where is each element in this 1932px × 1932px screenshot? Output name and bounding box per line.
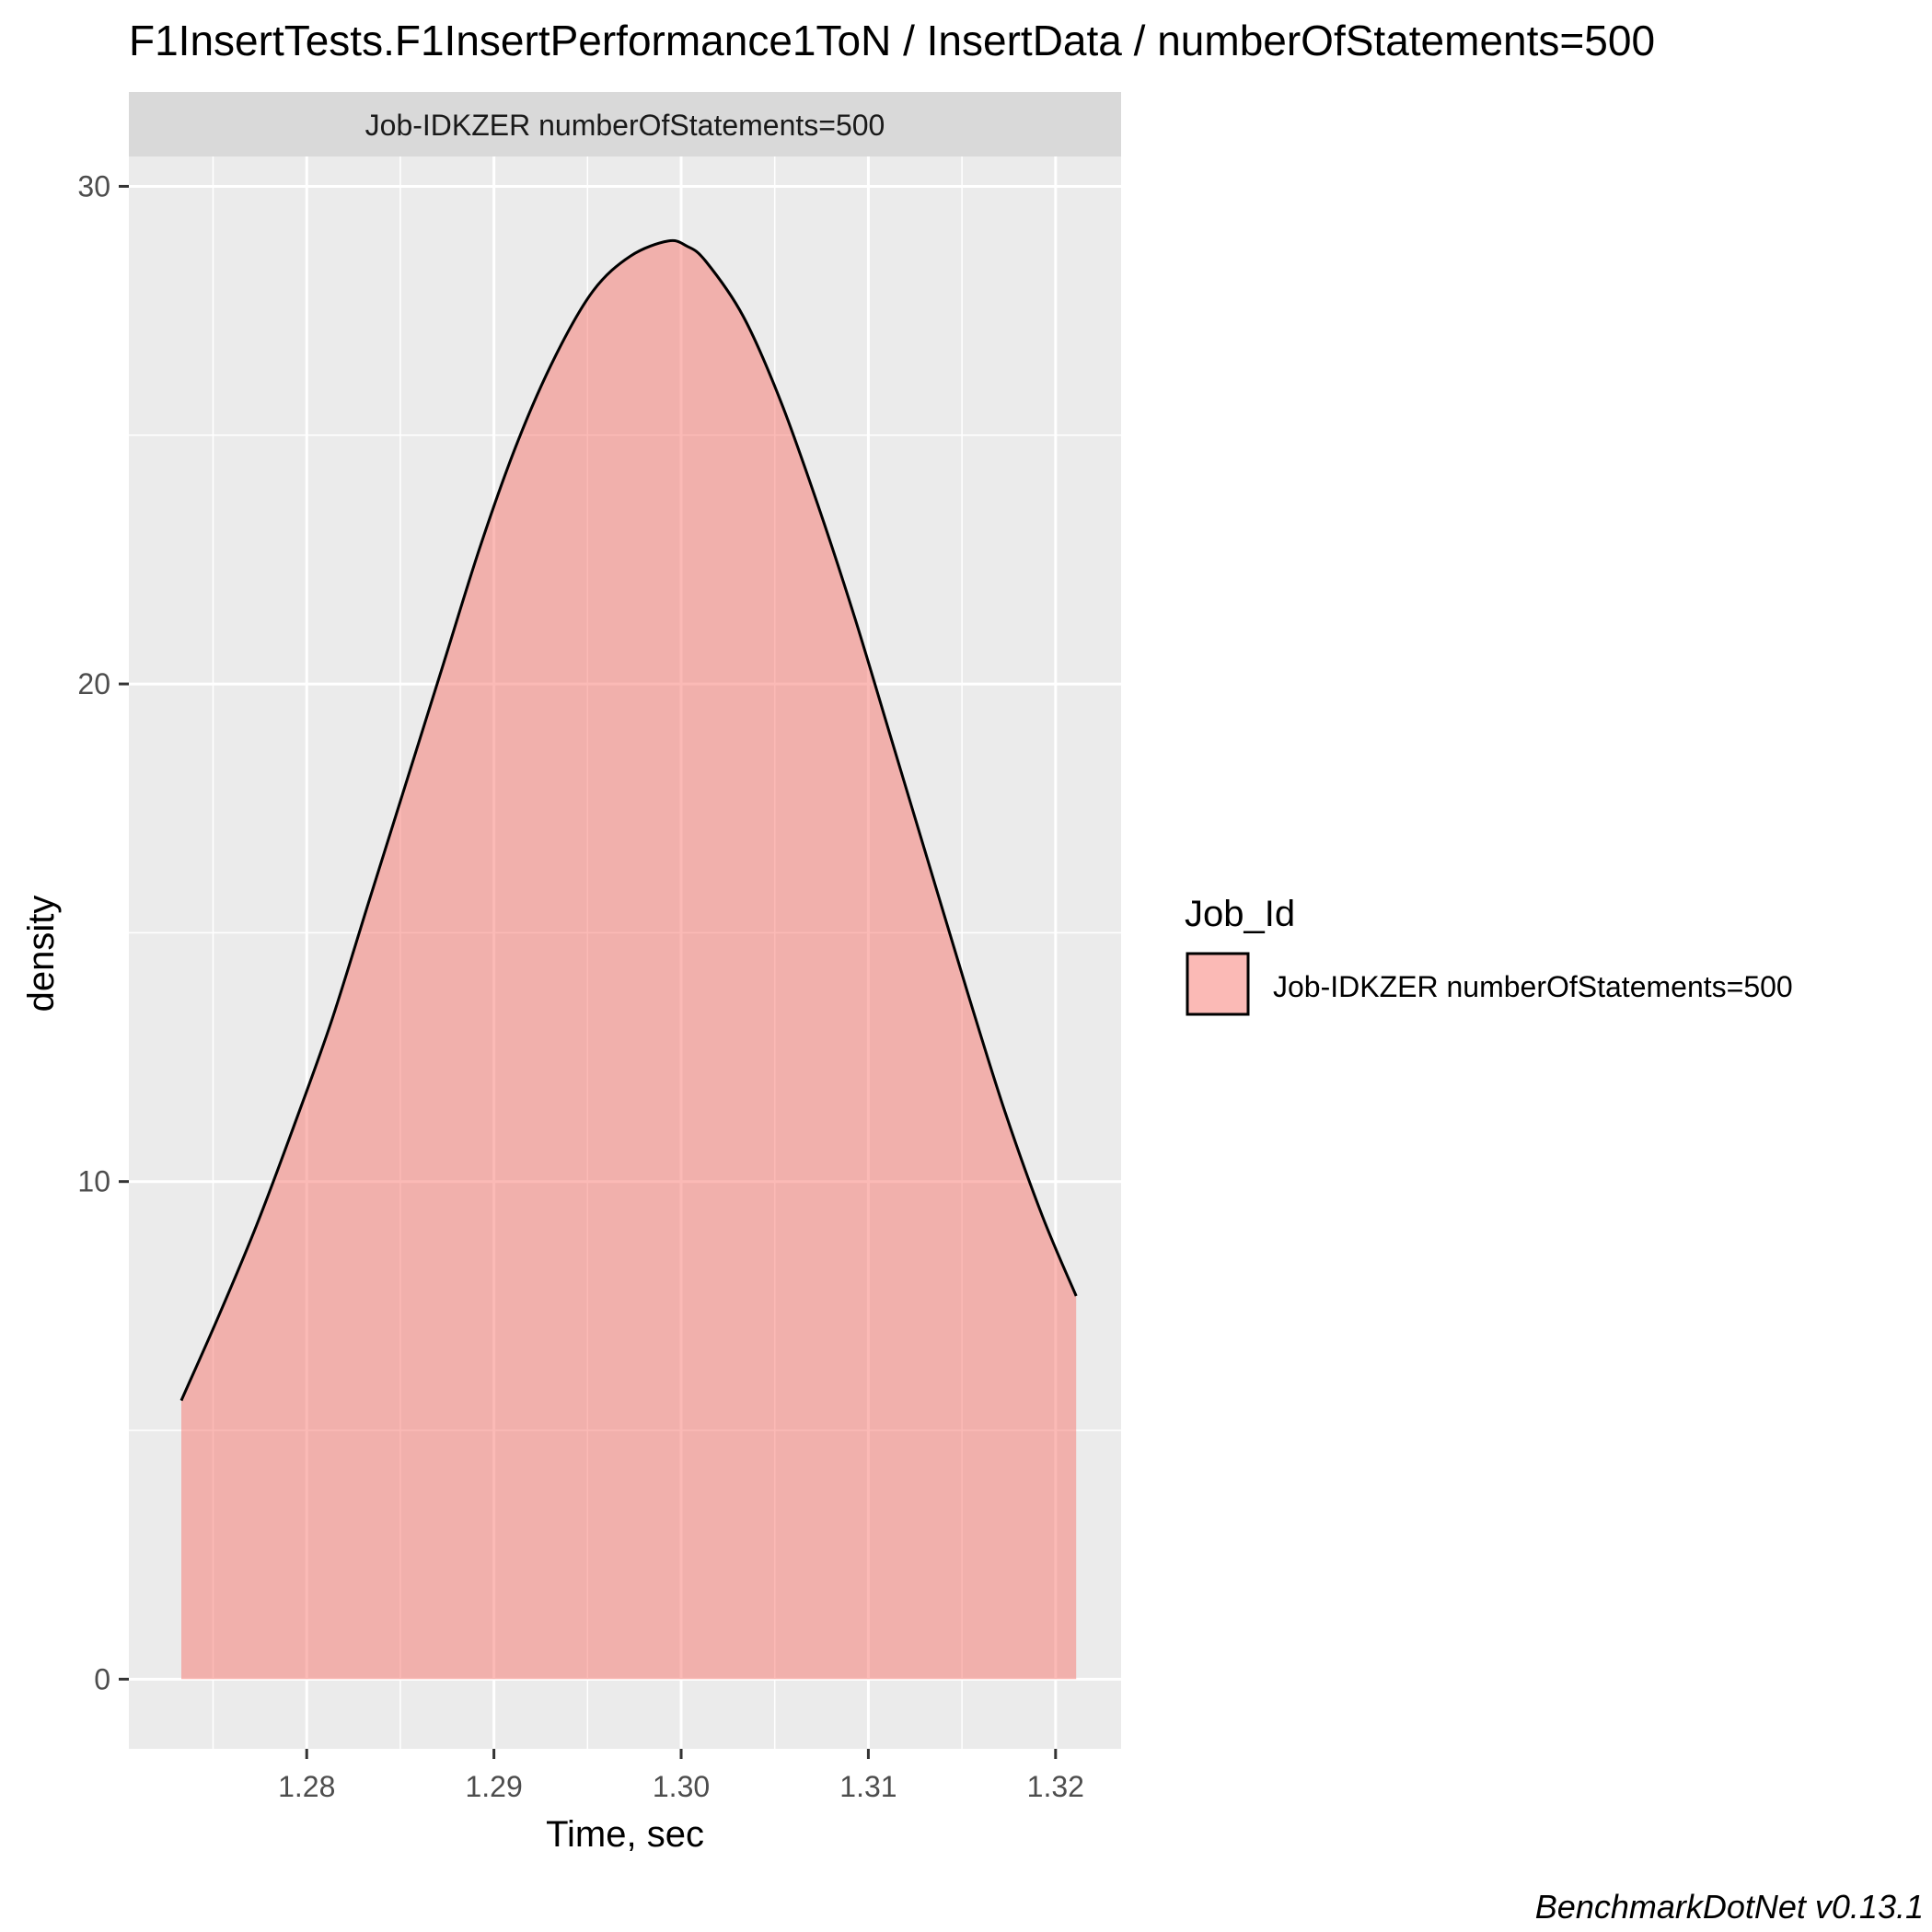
axes: 1.28 1.29 1.30 1.31 1.32 0 10 20 30: [77, 169, 1084, 1803]
footer-caption: BenchmarkDotNet v0.13.1: [1535, 1888, 1924, 1926]
y-axis-tick-label: 0: [94, 1662, 110, 1695]
x-axis-label: Time, sec: [546, 1814, 704, 1855]
x-axis-tick-label: 1.30: [653, 1770, 710, 1803]
legend: Job_Id Job-IDKZER numberOfStatements=500: [1185, 894, 1793, 1016]
y-axis-tick-label: 10: [77, 1165, 110, 1198]
legend-entry-label: Job-IDKZER numberOfStatements=500: [1273, 970, 1793, 1003]
y-axis-tick-label: 20: [77, 667, 110, 700]
chart-title: F1InsertTests.F1InsertPerformance1ToN / …: [129, 17, 1655, 64]
legend-key-swatch: [1186, 952, 1250, 1016]
facet-strip-label: Job-IDKZER numberOfStatements=500: [365, 109, 885, 142]
x-axis-tick-label: 1.28: [278, 1770, 335, 1803]
x-axis-tick-label: 1.31: [839, 1770, 897, 1803]
density-curve: [179, 238, 1078, 1402]
legend-title: Job_Id: [1185, 894, 1295, 934]
y-axis-label: density: [21, 896, 62, 1012]
y-axis-tick-label: 30: [77, 169, 110, 202]
facet-strip: [129, 92, 1121, 156]
x-axis-tick-label: 1.29: [465, 1770, 522, 1803]
density-marks: [179, 238, 1078, 1680]
density-area: [181, 240, 1077, 1680]
x-axis-tick-label: 1.32: [1027, 1770, 1084, 1803]
